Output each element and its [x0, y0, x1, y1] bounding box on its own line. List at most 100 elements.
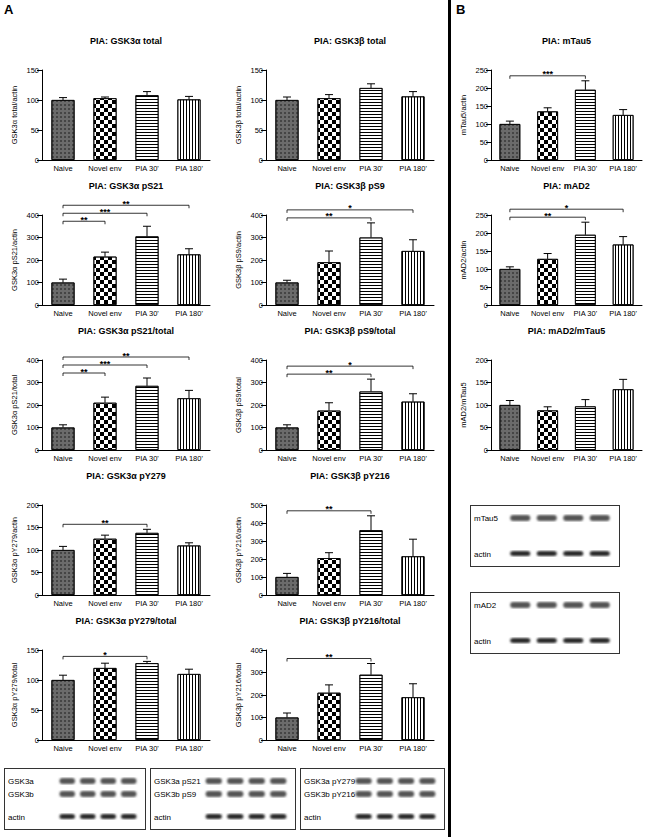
svg-text:PIA 180': PIA 180'	[399, 164, 427, 173]
svg-text:GSK3a pY279: GSK3a pY279	[304, 777, 356, 786]
svg-text:**: **	[122, 351, 130, 361]
svg-text:300: 300	[250, 537, 263, 546]
svg-text:Novel env: Novel env	[88, 454, 122, 463]
svg-text:0: 0	[484, 156, 488, 165]
svg-text:300: 300	[26, 378, 39, 387]
svg-text:Novel env: Novel env	[312, 164, 346, 173]
svg-text:200: 200	[475, 356, 488, 365]
svg-text:PIA: GSK3α pY279/total: PIA: GSK3α pY279/total	[75, 616, 176, 626]
svg-text:100: 100	[26, 278, 39, 287]
svg-text:300: 300	[250, 668, 263, 677]
svg-text:PIA 30': PIA 30'	[135, 454, 159, 463]
svg-text:mAD2/mTau5: mAD2/mTau5	[459, 382, 468, 427]
svg-text:150: 150	[475, 378, 488, 387]
svg-text:***: ***	[100, 359, 111, 369]
svg-text:Naive: Naive	[53, 454, 72, 463]
svg-text:GSK3b pS9: GSK3b pS9	[154, 790, 197, 799]
svg-text:PIA: mTau5: PIA: mTau5	[542, 36, 591, 46]
svg-text:mAD2: mAD2	[474, 601, 497, 610]
svg-text:PIA 180': PIA 180'	[399, 599, 427, 608]
svg-text:**: **	[325, 652, 333, 662]
svg-text:0: 0	[35, 301, 39, 310]
svg-text:100: 100	[250, 96, 263, 105]
svg-text:50: 50	[480, 283, 488, 292]
svg-text:PIA 30': PIA 30'	[359, 599, 383, 608]
svg-text:0: 0	[259, 446, 263, 455]
svg-text:mAD2/actin: mAD2/actin	[459, 241, 468, 280]
svg-text:GSK3α pY279/total: GSK3α pY279/total	[10, 662, 19, 727]
svg-text:PIA: GSK3α pS21: PIA: GSK3α pS21	[89, 181, 164, 191]
svg-text:***: ***	[100, 207, 111, 217]
svg-text:Naive: Naive	[53, 744, 72, 753]
svg-text:0: 0	[35, 156, 39, 165]
svg-text:actin: actin	[474, 550, 491, 559]
svg-text:250: 250	[475, 211, 488, 220]
svg-text:100: 100	[250, 278, 263, 287]
svg-text:150: 150	[26, 66, 39, 75]
svg-text:GSK3a pS21: GSK3a pS21	[154, 777, 201, 786]
svg-text:*: *	[348, 203, 352, 213]
svg-text:50: 50	[255, 126, 263, 135]
svg-text:GSK3β pY216/total: GSK3β pY216/total	[234, 662, 243, 727]
svg-text:actin: actin	[304, 813, 321, 822]
svg-text:actin: actin	[154, 813, 171, 822]
svg-text:150: 150	[250, 66, 263, 75]
svg-text:Naive: Naive	[277, 744, 296, 753]
svg-text:PIA: GSK3β pS9: PIA: GSK3β pS9	[315, 181, 385, 191]
svg-text:150: 150	[26, 523, 39, 532]
svg-text:actin: actin	[8, 813, 25, 822]
svg-text:150: 150	[475, 247, 488, 256]
svg-text:300: 300	[26, 233, 39, 242]
svg-text:0: 0	[259, 736, 263, 745]
svg-text:50: 50	[31, 126, 39, 135]
svg-text:PIA 30': PIA 30'	[574, 454, 598, 463]
svg-text:GSK3α pS21/total: GSK3α pS21/total	[10, 375, 19, 436]
svg-text:Novel env: Novel env	[88, 599, 122, 608]
svg-text:PIA: GSK3α total: PIA: GSK3α total	[90, 36, 162, 46]
svg-text:200: 200	[26, 501, 39, 510]
svg-text:*: *	[565, 203, 569, 213]
svg-text:200: 200	[250, 256, 263, 265]
svg-text:PIA 30': PIA 30'	[574, 164, 598, 173]
svg-text:*: *	[103, 650, 107, 660]
svg-text:GSK3β pY216/actin: GSK3β pY216/actin	[234, 517, 243, 583]
svg-text:0: 0	[35, 446, 39, 455]
svg-text:Naive: Naive	[53, 164, 72, 173]
svg-text:actin: actin	[474, 637, 491, 646]
svg-text:PIA 30': PIA 30'	[359, 164, 383, 173]
svg-text:200: 200	[250, 555, 263, 564]
svg-text:50: 50	[31, 706, 39, 715]
svg-text:***: ***	[542, 69, 553, 79]
svg-text:PIA: mAD2/mTau5: PIA: mAD2/mTau5	[528, 326, 605, 336]
svg-text:PIA 180': PIA 180'	[175, 164, 203, 173]
svg-text:PIA 180': PIA 180'	[609, 309, 637, 318]
svg-text:0: 0	[35, 591, 39, 600]
svg-text:GSK3β total/actin: GSK3β total/actin	[234, 86, 243, 145]
svg-text:GSK3α pS21/actin: GSK3α pS21/actin	[10, 229, 19, 291]
svg-text:PIA: GSK3β pY216: PIA: GSK3β pY216	[310, 471, 390, 481]
svg-text:PIA 30': PIA 30'	[359, 744, 383, 753]
svg-text:mTau5/actin: mTau5/actin	[459, 95, 468, 135]
svg-text:PIA: GSK3β pY216/total: PIA: GSK3β pY216/total	[299, 616, 400, 626]
svg-text:PIA 30': PIA 30'	[359, 454, 383, 463]
svg-text:**: **	[325, 504, 333, 514]
svg-text:100: 100	[250, 573, 263, 582]
svg-text:PIA: GSK3β total: PIA: GSK3β total	[314, 36, 386, 46]
svg-text:mTau5: mTau5	[474, 514, 499, 523]
svg-text:150: 150	[475, 102, 488, 111]
svg-text:Novel env: Novel env	[312, 599, 346, 608]
svg-text:PIA 180': PIA 180'	[175, 454, 203, 463]
svg-text:*: *	[348, 360, 352, 370]
svg-text:PIA 30': PIA 30'	[359, 309, 383, 318]
svg-text:**: **	[544, 211, 552, 221]
svg-text:200: 200	[26, 401, 39, 410]
svg-text:Naive: Naive	[277, 599, 296, 608]
svg-text:200: 200	[475, 229, 488, 238]
svg-text:Naive: Naive	[53, 309, 72, 318]
svg-text:200: 200	[250, 401, 263, 410]
svg-text:0: 0	[259, 591, 263, 600]
svg-text:250: 250	[475, 66, 488, 75]
svg-text:100: 100	[250, 423, 263, 432]
svg-text:Novel env: Novel env	[88, 744, 122, 753]
svg-text:PIA: GSK3α pS21/total: PIA: GSK3α pS21/total	[78, 326, 174, 336]
